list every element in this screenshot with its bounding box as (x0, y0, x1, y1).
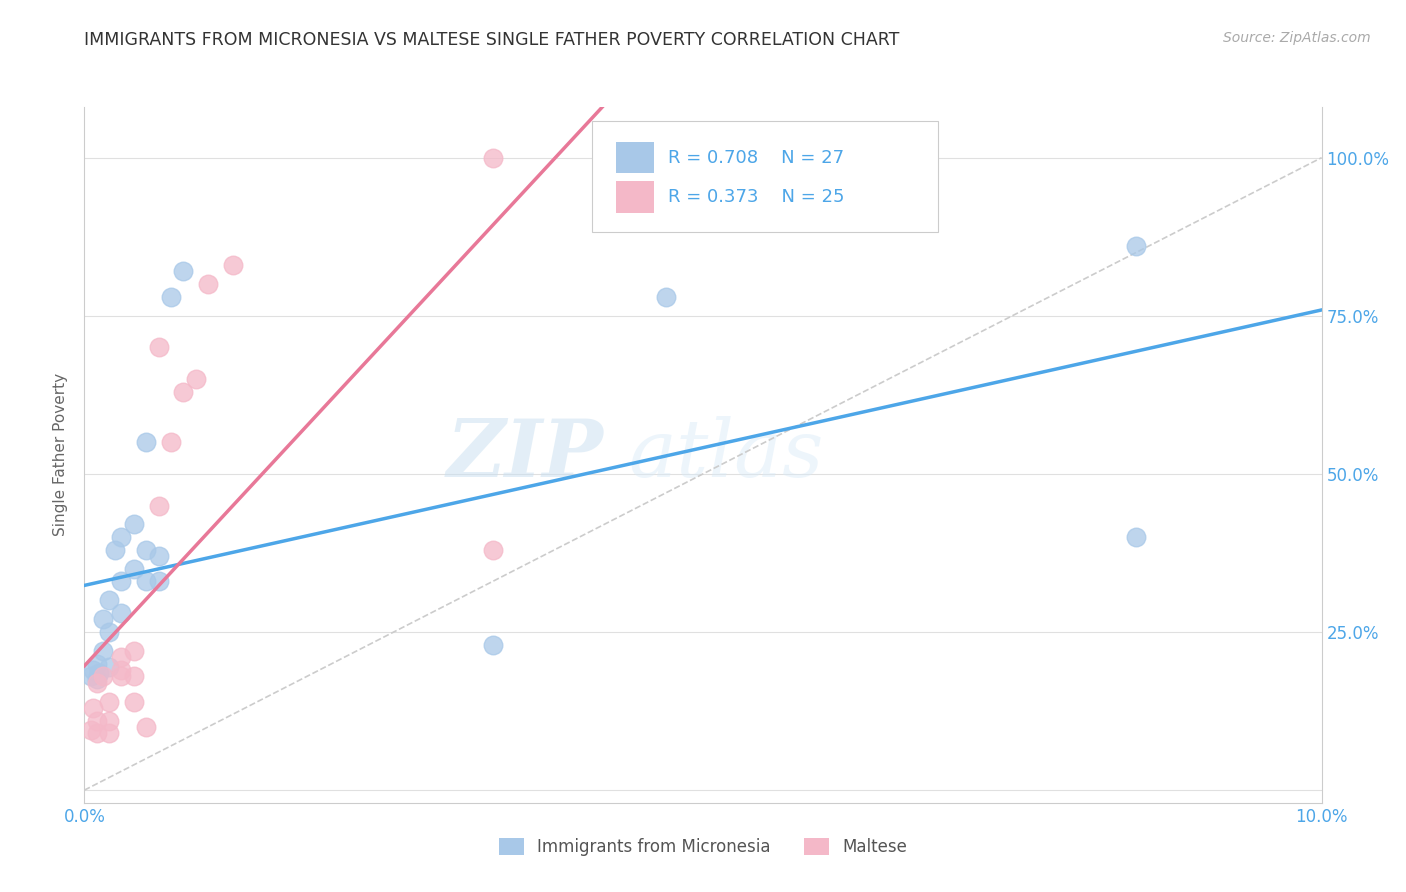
Point (148, 499, 170, 513)
Point (122, 644, 145, 658)
Point (122, 562, 145, 576)
Point (110, 606, 132, 620)
Point (148, 549, 170, 563)
Point (481, 151, 503, 165)
Point (148, 574, 170, 589)
Point (222, 258, 245, 272)
Point (481, 542, 503, 557)
Text: R = 0.373    N = 25: R = 0.373 N = 25 (668, 188, 845, 206)
Point (184, 372, 207, 386)
FancyBboxPatch shape (616, 181, 654, 213)
Legend: Immigrants from Micronesia, Maltese: Immigrants from Micronesia, Maltese (491, 830, 915, 864)
Point (160, 435, 183, 450)
Point (122, 669, 145, 683)
Point (98, 660, 121, 674)
Point (122, 517, 145, 532)
Point (110, 663, 132, 677)
Text: R = 0.708    N = 27: R = 0.708 N = 27 (668, 149, 845, 167)
Point (110, 574, 132, 589)
Point (89, 666, 111, 681)
Point (135, 435, 157, 450)
Point (91, 644, 114, 658)
Point (86, 675, 108, 690)
Point (98, 695, 121, 709)
Point (1125, 239, 1147, 253)
Text: ZIP: ZIP (447, 417, 605, 493)
Point (86, 673, 108, 687)
Point (110, 530, 132, 544)
Point (110, 650, 132, 665)
FancyBboxPatch shape (592, 121, 938, 232)
Text: Source: ZipAtlas.com: Source: ZipAtlas.com (1223, 31, 1371, 45)
Point (98, 726, 121, 740)
Point (135, 720, 157, 734)
Point (86, 657, 108, 671)
Point (79, 723, 101, 737)
Point (86, 726, 108, 740)
Point (172, 384, 194, 399)
Point (655, 290, 678, 304)
Text: IMMIGRANTS FROM MICRONESIA VS MALTESE SINGLE FATHER POVERTY CORRELATION CHART: IMMIGRANTS FROM MICRONESIA VS MALTESE SI… (84, 31, 900, 49)
Point (110, 669, 132, 683)
Y-axis label: Single Father Poverty: Single Father Poverty (53, 374, 69, 536)
Point (79, 669, 101, 683)
Point (148, 340, 170, 354)
Point (86, 714, 108, 728)
Point (98, 593, 121, 607)
Point (172, 264, 194, 278)
Point (104, 542, 127, 557)
Point (197, 277, 219, 292)
Point (91, 669, 114, 683)
Point (1125, 530, 1147, 544)
Point (122, 695, 145, 709)
Point (481, 638, 503, 652)
Point (98, 625, 121, 640)
Point (91, 612, 114, 626)
Point (82, 701, 104, 715)
Text: atlas: atlas (628, 417, 824, 493)
FancyBboxPatch shape (616, 142, 654, 173)
Point (82, 663, 104, 677)
Point (98, 714, 121, 728)
Point (135, 574, 157, 589)
Point (160, 290, 183, 304)
Point (135, 542, 157, 557)
